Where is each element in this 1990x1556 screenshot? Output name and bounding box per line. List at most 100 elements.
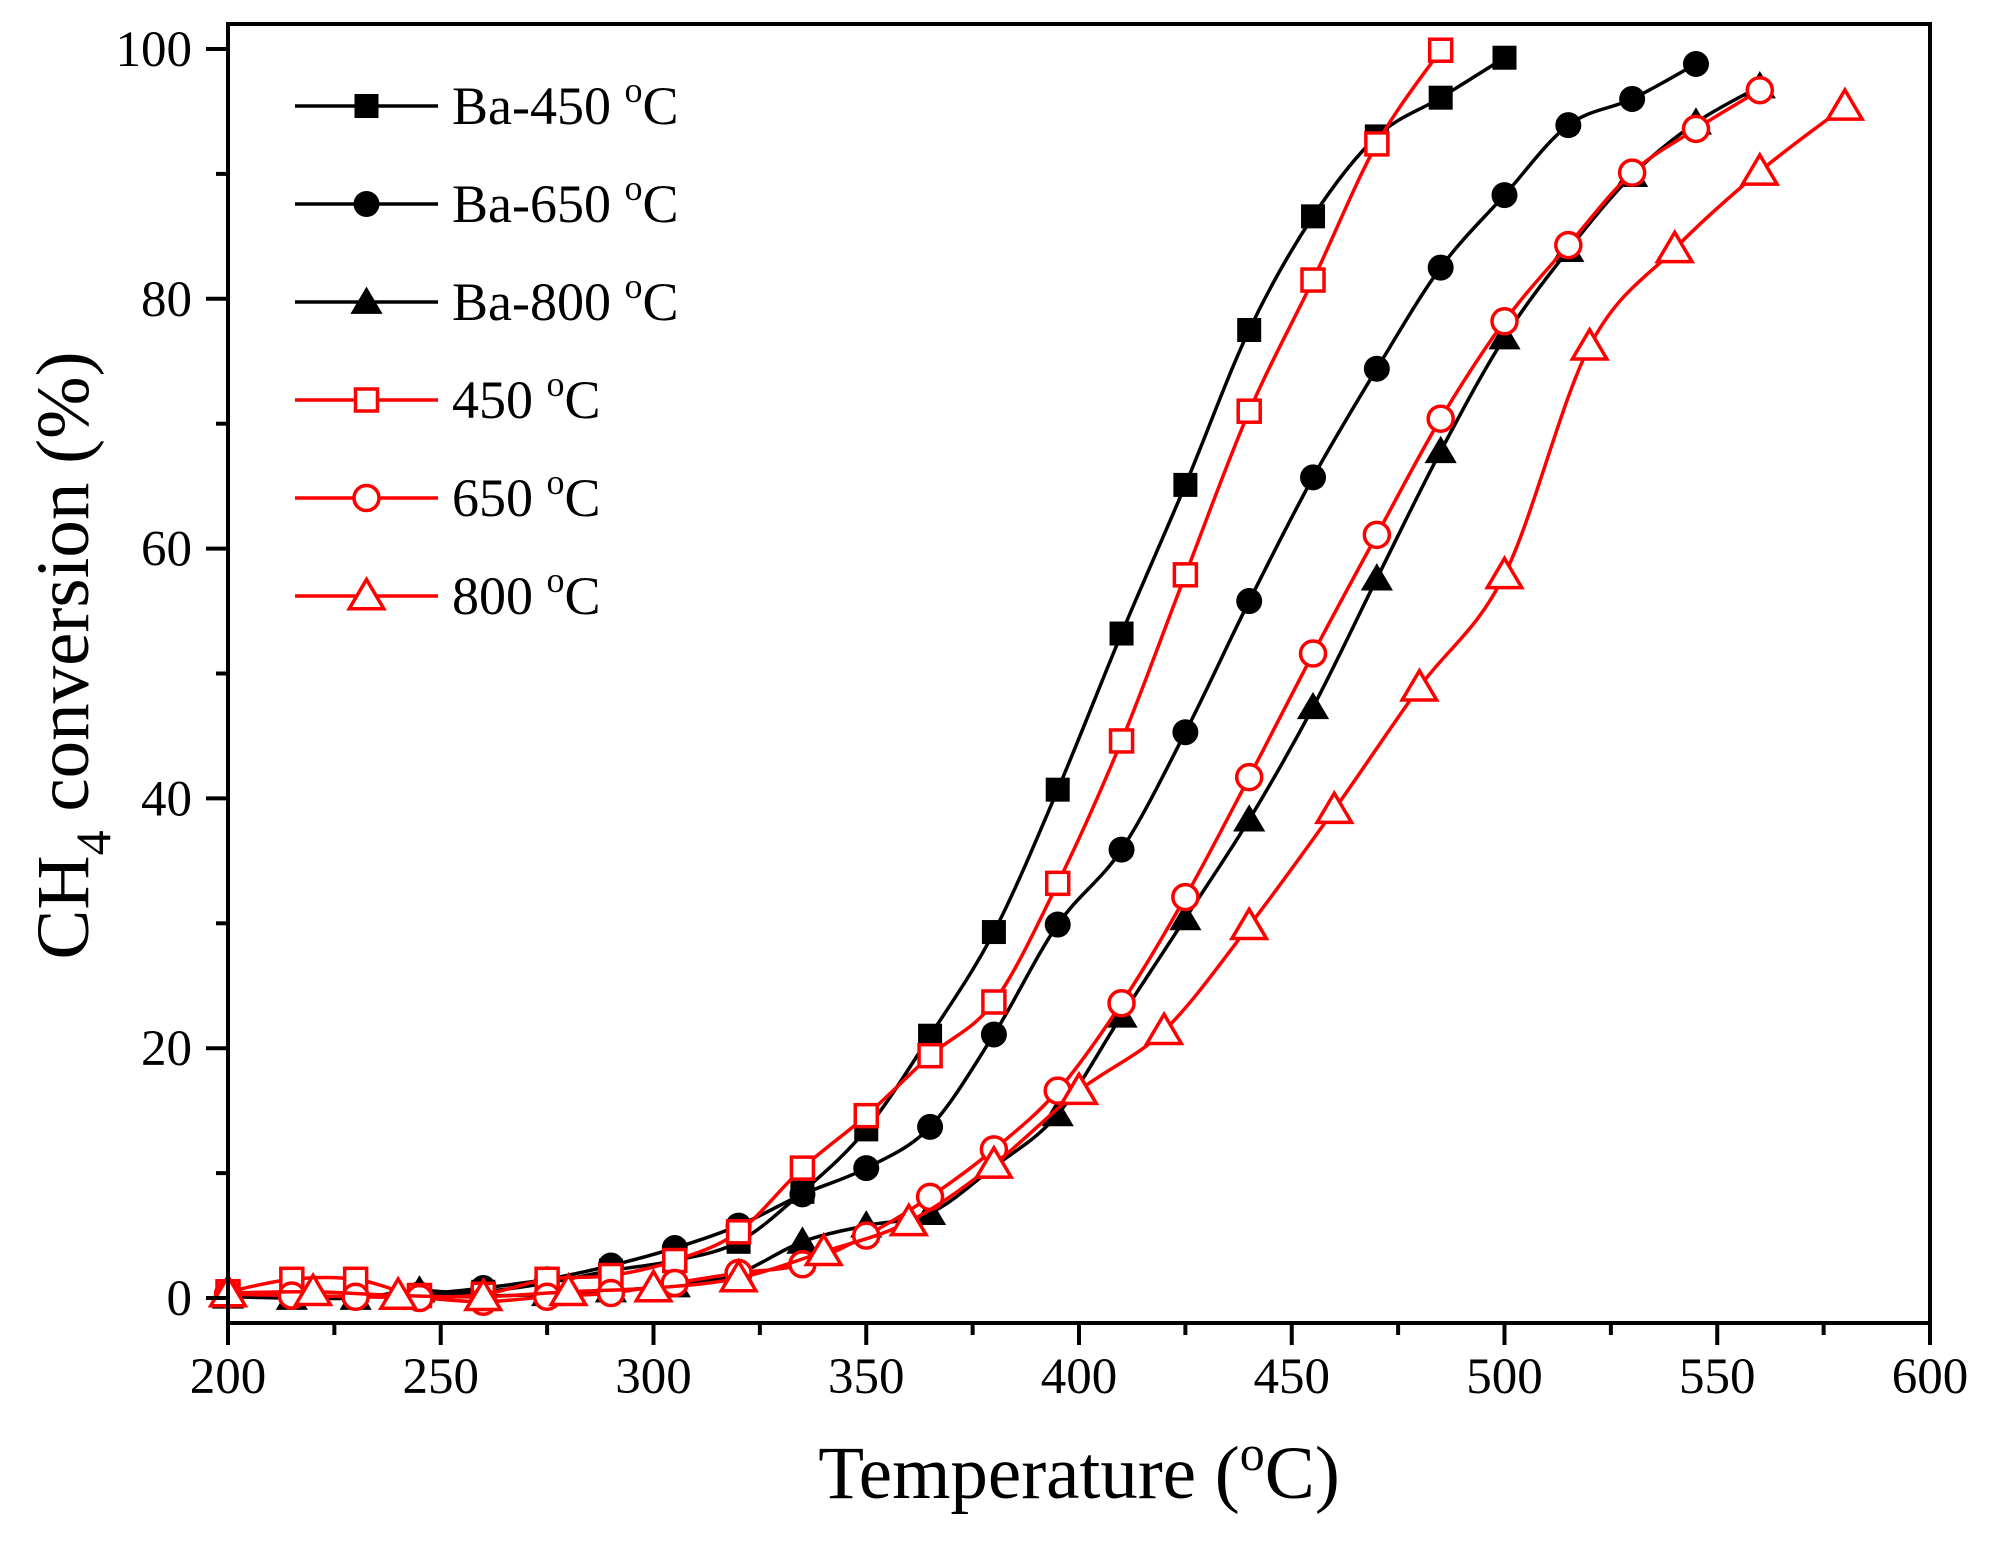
data-point bbox=[1301, 204, 1326, 229]
series-line bbox=[227, 84, 1761, 1301]
data-point bbox=[548, 1271, 589, 1307]
data-point bbox=[1364, 131, 1390, 157]
data-point bbox=[1296, 691, 1330, 720]
data-point bbox=[1045, 777, 1070, 802]
data-point bbox=[1427, 37, 1454, 63]
legend-item: Ba-800 oC bbox=[295, 266, 679, 332]
ticks-layer: 200 250 300 350 400 450 500 550 600 0 20 40 60 80 100 bbox=[116, 22, 1969, 1405]
series-2 bbox=[215, 50, 1709, 1310]
data-point bbox=[725, 1219, 752, 1245]
series-line bbox=[227, 49, 1443, 1299]
data-point bbox=[981, 989, 1007, 1015]
y-tick-label: 100 bbox=[116, 22, 193, 78]
data-point bbox=[1300, 464, 1327, 491]
data-point bbox=[1172, 719, 1199, 746]
legend-item: Ba-650 oC bbox=[295, 168, 679, 234]
data-point bbox=[1300, 267, 1326, 293]
x-tick-label: 250 bbox=[403, 1349, 480, 1405]
x-tick-label: 300 bbox=[615, 1349, 692, 1405]
data-point bbox=[1399, 667, 1440, 702]
data-point bbox=[1169, 902, 1202, 931]
y-tick-label: 20 bbox=[141, 1021, 192, 1077]
data-point bbox=[1490, 307, 1519, 336]
legend-marker bbox=[352, 483, 381, 513]
data-point bbox=[1555, 112, 1582, 139]
legend-label: 450 oC bbox=[452, 364, 601, 430]
data-point bbox=[718, 1258, 759, 1293]
x-tick-label: 200 bbox=[190, 1349, 267, 1405]
data-point bbox=[1362, 520, 1392, 550]
series-layer bbox=[207, 37, 1866, 1317]
data-point bbox=[1108, 728, 1135, 754]
data-point bbox=[1298, 639, 1328, 668]
legend-item: Ba-450 oC bbox=[295, 70, 679, 136]
series-4 bbox=[215, 37, 1454, 1309]
data-point bbox=[789, 1155, 816, 1181]
legend-label: Ba-800 oC bbox=[452, 266, 679, 332]
data-point bbox=[853, 1102, 879, 1129]
data-point bbox=[1228, 905, 1270, 941]
legend-marker bbox=[350, 286, 383, 314]
data-point bbox=[1233, 804, 1266, 832]
data-point bbox=[1044, 870, 1071, 897]
data-point bbox=[917, 1113, 944, 1140]
data-point bbox=[1360, 563, 1393, 591]
data-point bbox=[662, 1247, 688, 1274]
data-point bbox=[789, 1181, 816, 1208]
legend-marker bbox=[354, 94, 379, 118]
data-point bbox=[292, 1271, 334, 1307]
data-point bbox=[1108, 836, 1135, 863]
data-point bbox=[1428, 85, 1453, 110]
data-point bbox=[1171, 882, 1200, 912]
legend-label: Ba-650 oC bbox=[452, 168, 679, 234]
data-point bbox=[1236, 588, 1263, 615]
series-3 bbox=[211, 71, 1776, 1310]
legend-marker bbox=[353, 387, 380, 413]
data-point bbox=[1617, 158, 1647, 187]
data-point bbox=[973, 1144, 1015, 1179]
series-5 bbox=[213, 75, 1775, 1317]
data-point bbox=[1424, 435, 1457, 464]
x-tick-label: 500 bbox=[1466, 1349, 1543, 1405]
data-point bbox=[853, 1155, 880, 1182]
legend-label: Ba-450 oC bbox=[452, 70, 679, 136]
legend: Ba-450 oC Ba-650 oC Ba-800 oC 450 oC 650 oC 8… bbox=[295, 70, 679, 626]
data-point bbox=[1363, 355, 1390, 382]
data-point bbox=[1109, 621, 1134, 646]
data-point bbox=[596, 1278, 626, 1308]
data-point bbox=[1619, 85, 1646, 112]
data-point bbox=[980, 1021, 1007, 1048]
y-tick-label: 40 bbox=[141, 771, 192, 827]
data-point bbox=[1488, 322, 1521, 350]
y-tick-label: 0 bbox=[167, 1271, 193, 1327]
data-point bbox=[1172, 562, 1199, 588]
data-point bbox=[341, 1282, 370, 1312]
series-6 bbox=[207, 86, 1866, 1312]
legend-marker bbox=[346, 576, 387, 611]
legend-label: 650 oC bbox=[452, 462, 601, 528]
data-point bbox=[1173, 472, 1198, 497]
data-point bbox=[1236, 398, 1262, 424]
data-point bbox=[888, 1201, 930, 1237]
x-tick-label: 450 bbox=[1254, 1349, 1331, 1405]
legend-item: 650 oC bbox=[295, 462, 601, 528]
data-point bbox=[1569, 326, 1610, 361]
legend-label: 800 oC bbox=[452, 560, 601, 626]
data-point bbox=[1745, 75, 1775, 105]
data-point bbox=[1143, 1010, 1185, 1046]
data-point bbox=[633, 1268, 674, 1303]
data-point bbox=[462, 1276, 504, 1312]
x-tick-label: 350 bbox=[828, 1349, 905, 1405]
y-axis-title: CH4 conversion (%) bbox=[22, 351, 121, 959]
data-point bbox=[917, 1042, 943, 1069]
data-point bbox=[1234, 762, 1264, 792]
data-point bbox=[1237, 318, 1262, 343]
data-point bbox=[1426, 404, 1455, 433]
data-point bbox=[1554, 230, 1583, 260]
data-point bbox=[981, 920, 1006, 945]
data-point bbox=[377, 1275, 419, 1311]
data-point bbox=[1824, 86, 1866, 121]
data-point bbox=[1107, 988, 1136, 1018]
data-point bbox=[1041, 1099, 1074, 1127]
